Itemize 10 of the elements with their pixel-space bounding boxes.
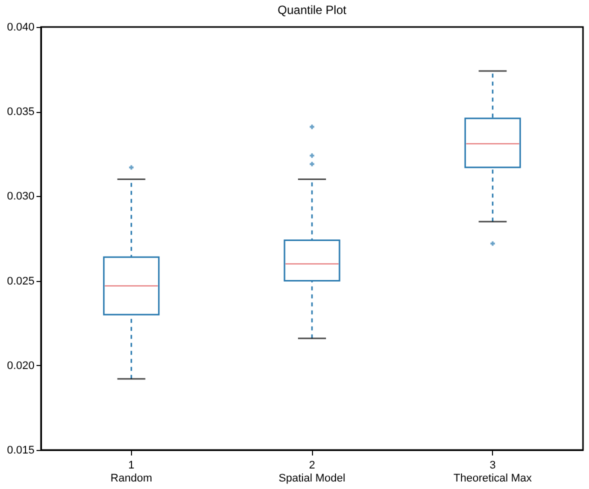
chart-title: Quantile Plot [278,3,348,17]
y-tick-label: 0.035 [6,106,34,118]
x-tick-label: 3 Theoretical Max [454,460,532,484]
x-tick-label: 1 Random [110,460,152,484]
y-tick-label: 0.020 [6,360,34,372]
x-tick-label: 2 Spatial Model [278,460,346,484]
y-tick-label: 0.040 [6,22,34,34]
y-tick-label: 0.025 [6,275,34,288]
y-tick-label: 0.015 [6,444,34,456]
y-tick-label: 0.030 [6,190,34,203]
